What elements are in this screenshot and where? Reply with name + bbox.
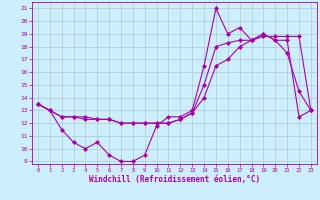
- X-axis label: Windchill (Refroidissement éolien,°C): Windchill (Refroidissement éolien,°C): [89, 175, 260, 184]
